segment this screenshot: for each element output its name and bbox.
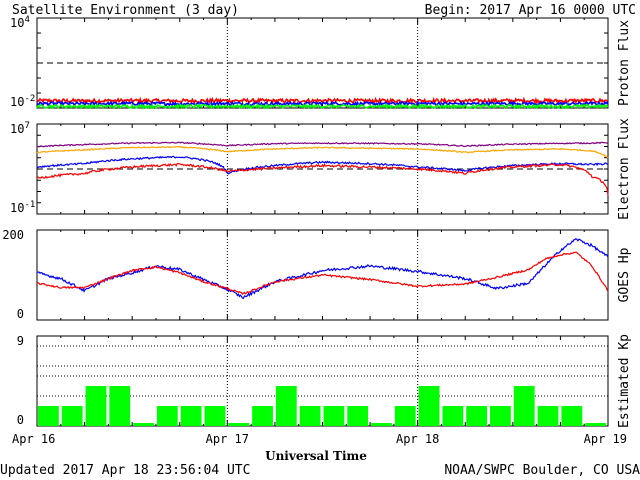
x-axis: Apr 16 Apr 17 Apr 18 Apr 19 [12, 432, 627, 446]
kp-bar [38, 406, 59, 426]
kp-bar [275, 386, 297, 426]
series-line-3 [36, 102, 609, 111]
kp-bar [466, 406, 488, 426]
chart-title: Satellite Environment (3 day) [12, 3, 239, 18]
kp-bar [371, 423, 392, 426]
x-tick-label: Apr 17 [206, 432, 249, 446]
x-axis-label: Universal Time [265, 449, 367, 463]
kp-bar [418, 386, 440, 426]
y-tick-label: 10-2 [10, 94, 35, 109]
begin-time: Begin: 2017 Apr 16 0000 UTC [425, 3, 636, 18]
updated-timestamp: Updated 2017 Apr 18 23:56:04 UTC [0, 463, 250, 478]
kp-bar [490, 406, 511, 426]
chart-panels: 104 10-2 Proton Flux 107 10-1 Electron Flux 20… [2, 15, 632, 428]
kp-bar [85, 386, 107, 426]
kp-bar [252, 406, 273, 426]
y-axis-label: Electron Flux [617, 118, 632, 220]
x-tick-label: Apr 19 [584, 432, 627, 446]
y-axis-label: GOES Hp [617, 247, 632, 302]
series-line-2 [36, 145, 609, 159]
y-tick-label: 200 [2, 228, 24, 242]
kp-bar [180, 406, 202, 426]
kp-bar [585, 423, 606, 426]
y-tick-label: 0 [17, 307, 24, 321]
series-line-3 [36, 155, 609, 175]
y-axis-label: Estimated Kp [617, 334, 632, 428]
panel-2: 107 10-1 Electron Flux [10, 118, 632, 220]
kp-bar [228, 423, 250, 426]
y-tick-label: 104 [10, 15, 30, 30]
kp-bar [347, 406, 369, 426]
kp-bar [442, 406, 464, 426]
y-axis-label: Proton Flux [617, 20, 632, 106]
kp-bar [561, 406, 583, 426]
y-tick-label: 9 [17, 334, 24, 348]
y-tick-label: 10-1 [10, 200, 35, 215]
credit-text: NOAA/SWPC Boulder, CO USA [444, 463, 640, 478]
y-tick-label: 107 [10, 121, 30, 136]
kp-bar [204, 406, 226, 426]
series-line-1 [36, 96, 609, 105]
kp-bar [394, 406, 416, 426]
series-line-1 [36, 141, 609, 148]
kp-bar [133, 423, 154, 426]
series-line-2 [36, 100, 609, 108]
panel-1: 104 10-2 Proton Flux [10, 15, 632, 111]
x-tick-label: Apr 18 [396, 432, 439, 446]
kp-bar [299, 406, 321, 426]
kp-bar [156, 406, 178, 426]
kp-bar [61, 406, 83, 426]
x-tick-label: Apr 16 [12, 432, 55, 446]
kp-bar [109, 386, 131, 426]
panel-4: 9 0 Estimated Kp [17, 334, 632, 428]
kp-bar [513, 386, 535, 426]
kp-bar [537, 406, 559, 426]
series-line-1 [37, 237, 609, 300]
kp-bar [323, 406, 345, 426]
y-tick-label: 0 [17, 413, 24, 427]
panel-3: 200 0 GOES Hp [2, 228, 632, 321]
series-line-2 [36, 251, 609, 295]
series-line-4 [36, 162, 609, 196]
